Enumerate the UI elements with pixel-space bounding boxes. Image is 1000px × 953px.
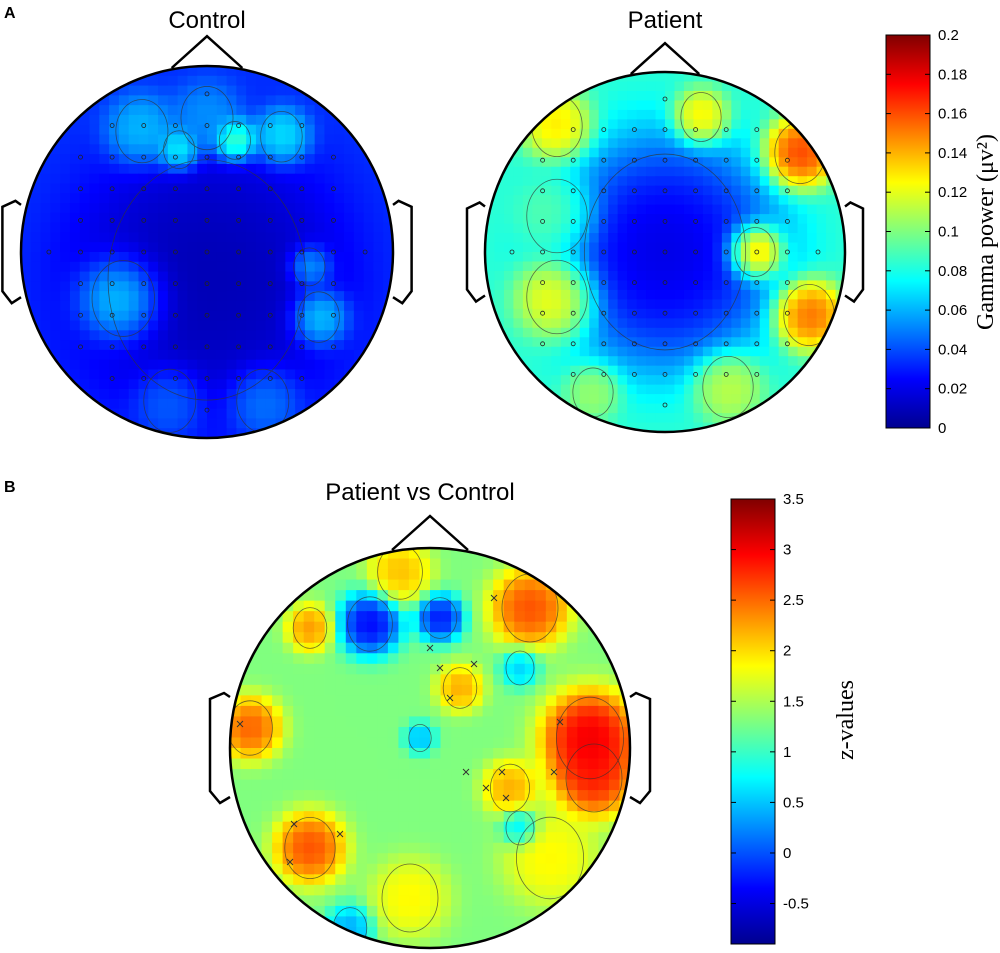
head-map-control	[1, 34, 413, 440]
colorbar-gamma-tick-label: 0.1	[938, 224, 959, 241]
colorbar-gamma-tick-label: 0.04	[938, 341, 967, 358]
head-map-patient	[465, 41, 865, 434]
colorbar-z-tick-label: -0.5	[783, 896, 809, 913]
head-map-control-contours	[91, 86, 340, 433]
head-map-control-electrodes	[46, 91, 368, 413]
nose-outline	[170, 34, 244, 69]
colorbar-gamma-tick-label: 0	[938, 420, 946, 437]
map-title-patient: Patient	[628, 7, 703, 34]
head-map-difference-field	[230, 548, 630, 948]
colorbar-z-label: z-values	[833, 680, 859, 760]
head-outline	[228, 546, 632, 950]
nose-outline	[629, 41, 701, 75]
head-map-difference	[208, 514, 652, 950]
head-map-patient-electrodes	[509, 96, 821, 408]
left-ear-outline	[208, 691, 231, 805]
map-title-control: Control	[168, 7, 245, 34]
colorbar-gamma-gradient	[885, 34, 931, 429]
left-ear-outline	[465, 201, 486, 304]
nose-outline	[391, 514, 469, 551]
colorbar-gamma-tick-label: 0.12	[938, 184, 967, 201]
right-ear-outline	[844, 201, 865, 304]
colorbar-z-tick-label: 0	[783, 845, 791, 862]
colorbar-z-tick-label: 1	[783, 744, 791, 761]
colorbar-z: -0.5 0 0.5 1 1.5 2 2.5 3 3.5 z-values	[730, 491, 859, 945]
right-ear-outline	[629, 691, 652, 805]
right-ear-outline	[392, 199, 413, 305]
colorbar-gamma-label: Gamma power (μv²)	[973, 134, 999, 330]
colorbar-gamma-tick-label: 0.14	[938, 145, 967, 162]
left-ear-outline	[1, 199, 22, 305]
colorbar-gamma-tick-label: 0.06	[938, 302, 967, 319]
map-title-difference: Patient vs Control	[325, 479, 514, 506]
colorbar-z-tick-label: 2.5	[783, 592, 804, 609]
colorbar-z-tick-label: 2	[783, 643, 791, 660]
panel-a-letter: A	[4, 5, 16, 22]
colorbar-z-tick-label: 1.5	[783, 693, 804, 710]
panel-b-letter: B	[4, 479, 16, 496]
head-outline	[483, 70, 847, 434]
colorbar-gamma-tick-label: 0.18	[938, 66, 967, 83]
colorbar-gamma: 00.020.040.060.080.10.120.140.160.180.2 …	[885, 27, 999, 437]
colorbar-z-gradient	[730, 498, 776, 945]
head-map-patient-field	[485, 72, 845, 432]
head-map-difference-contours	[230, 548, 625, 948]
colorbar-gamma-tick-label: 0.08	[938, 263, 967, 280]
head-outline	[19, 64, 395, 440]
colorbar-z-tick-label: 3	[783, 542, 791, 559]
colorbar-z-tick-label: 3.5	[783, 491, 804, 508]
head-map-difference-markers	[236, 594, 564, 866]
colorbar-gamma-tick-label: 0.02	[938, 381, 967, 398]
colorbar-gamma-tick-label: 0.2	[938, 27, 959, 44]
colorbar-z-tick-label: 0.5	[783, 794, 804, 811]
colorbar-gamma-tick-label: 0.16	[938, 106, 967, 123]
